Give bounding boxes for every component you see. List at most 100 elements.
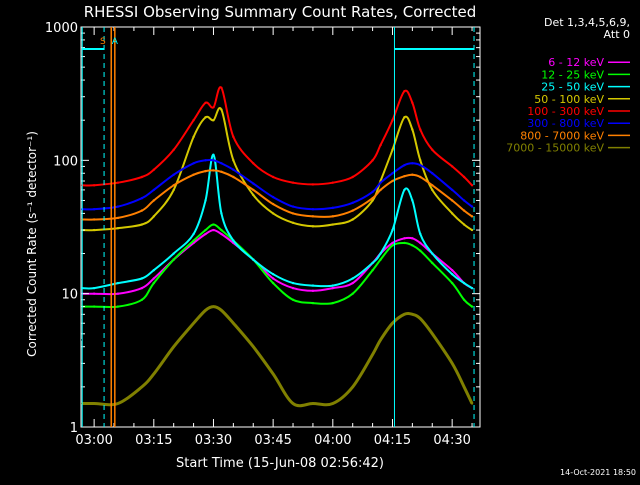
data-point-s1-p20 [403, 237, 406, 240]
legend-label-3: 25 - 50 keV [541, 81, 604, 94]
data-point-s8-p22 [419, 317, 422, 320]
data-point-s4-p20 [403, 116, 406, 119]
data-point-s6-p16 [351, 201, 354, 205]
data-point-s5-p3 [140, 175, 144, 179]
data-point-s7-p19 [391, 179, 394, 183]
data-point-s4-p15 [331, 223, 335, 226]
flag-label-0: S [100, 37, 106, 47]
data-point-s6-p12 [271, 195, 275, 199]
data-point-s5-p16 [351, 175, 354, 179]
data-point-s3-p24 [450, 272, 454, 276]
data-point-s8-p8 [212, 305, 215, 308]
data-point-s7-p21 [411, 173, 414, 176]
data-point-s7-p26 [470, 215, 474, 218]
data-point-s5-p20 [403, 89, 406, 93]
data-point-s6-p23 [431, 172, 434, 175]
data-point-s5-p22 [419, 128, 422, 131]
data-point-s3-p21 [411, 199, 414, 202]
data-point-s0-p23 [431, 281, 434, 285]
data-point-s2-p22 [419, 249, 422, 252]
data-point-s2-p25 [462, 298, 466, 301]
data-point-s2-p9 [220, 228, 223, 232]
data-point-s4-p14 [311, 225, 315, 228]
data-point-s6-p21 [411, 162, 414, 165]
data-point-s6-p3 [140, 196, 144, 200]
data-point-s5-p10 [232, 135, 235, 139]
data-point-s4-p1 [92, 228, 96, 232]
data-point-s2-p15 [331, 301, 335, 305]
data-point-s2-p2 [116, 305, 120, 308]
data-point-s5-p8 [212, 106, 215, 109]
legend-label-4: 50 - 100 keV [534, 93, 604, 106]
data-point-s7-p11 [252, 188, 255, 192]
data-point-s4-p8 [212, 118, 215, 122]
data-point-s7-p9 [220, 170, 223, 174]
data-point-s0-p21 [411, 261, 414, 265]
data-point-s8-p2 [116, 402, 120, 405]
data-point-s2-p16 [351, 292, 354, 295]
data-point-s8-p12 [271, 372, 275, 376]
chart-title: RHESSI Observing Summary Count Rates, Co… [84, 3, 477, 21]
data-point-s8-p19 [391, 322, 394, 325]
data-point-s6-p26 [470, 205, 474, 208]
data-point-s6-p22 [419, 163, 422, 167]
data-point-s4-p6 [192, 135, 195, 139]
data-point-s8-p14 [311, 402, 315, 405]
data-point-s3-p4 [152, 268, 155, 272]
data-point-s5-p5 [172, 148, 175, 151]
data-point-s8-p18 [379, 338, 382, 342]
data-point-s1-p22 [419, 241, 422, 245]
y-axis-label: Corrected Count Rate (s⁻¹ detector⁻¹) [25, 131, 39, 357]
data-point-s5-p11 [252, 162, 255, 165]
data-point-s7-p23 [431, 184, 434, 187]
data-point-s1-p9 [220, 232, 223, 236]
data-point-s7-p5 [172, 184, 175, 187]
y-tick-label-0: 1 [70, 421, 78, 436]
footer-date: 14-Oct-2021 18:50 [560, 468, 636, 477]
data-point-s5-p2 [116, 181, 120, 184]
data-point-s7-p22 [419, 175, 422, 179]
data-point-s7-p25 [462, 209, 466, 212]
data-point-s8-p13 [291, 402, 295, 405]
data-point-s0-p19 [391, 268, 394, 272]
data-point-s5-p7 [204, 101, 207, 105]
data-point-s0-p1 [92, 338, 96, 342]
data-point-s2-p5 [172, 258, 175, 261]
data-point-s0-p8 [212, 255, 215, 258]
data-point-s4-p5 [172, 188, 175, 192]
data-point-s7-p15 [331, 215, 335, 218]
data-point-s0-p4 [152, 322, 155, 325]
data-point-s4-p13 [291, 221, 295, 225]
data-point-s2-p23 [431, 261, 434, 265]
data-point-s3-p9 [220, 212, 223, 215]
data-point-s4-p16 [351, 218, 354, 221]
data-point-s2-p21 [411, 244, 414, 247]
data-point-s2-p4 [152, 281, 155, 285]
data-point-s4-p22 [419, 159, 422, 162]
data-point-s4-p26 [470, 228, 474, 232]
data-point-s5-p23 [431, 148, 434, 151]
data-point-s1-p24 [450, 268, 454, 272]
data-point-s2-p20 [403, 241, 406, 245]
legend-label-8: 7000 - 15000 keV [506, 142, 604, 155]
data-point-s0-p5 [172, 292, 175, 295]
data-point-s0-p20 [403, 261, 406, 265]
data-point-s1-p12 [271, 277, 275, 280]
x-tick-label-6: 04:30 [433, 433, 470, 448]
data-point-s8-p17 [371, 353, 374, 356]
legend-label-0: 3 - 6 keV [555, 44, 604, 57]
data-point-s3-p2 [116, 281, 120, 285]
data-point-s2-p19 [391, 244, 394, 247]
data-point-s7-p16 [351, 209, 354, 212]
data-point-s6-p2 [116, 205, 120, 208]
data-point-s2-p26 [470, 305, 474, 308]
data-point-s7-p10 [232, 175, 235, 179]
legend-label-6: 300 - 800 keV [527, 117, 604, 130]
data-point-s4-p25 [462, 223, 466, 226]
data-point-s7-p2 [116, 216, 120, 220]
data-point-s4-p7 [204, 116, 207, 119]
data-point-s4-p24 [450, 212, 454, 215]
